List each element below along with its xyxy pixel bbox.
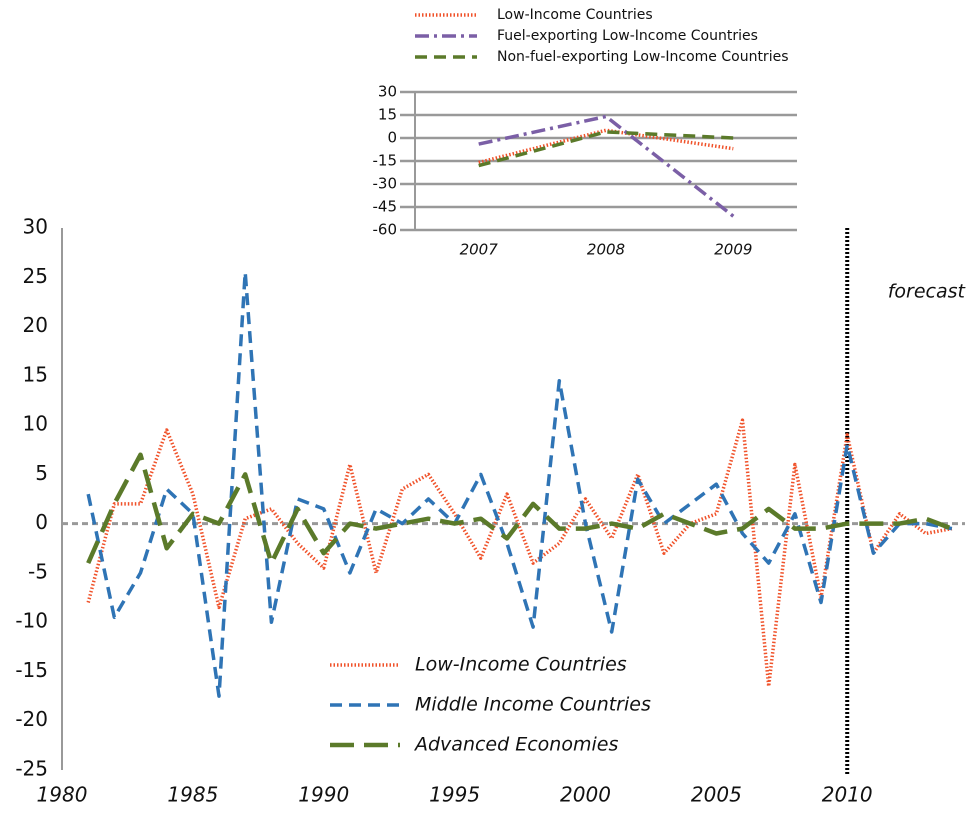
y-tick-label: -45 (373, 198, 398, 216)
series-line (86, 270, 953, 698)
legend-label: Middle Income Countries (415, 694, 651, 716)
x-tick-label: 2007 (460, 241, 499, 259)
legend-label: Low-Income Countries (497, 7, 653, 23)
y-tick-label: 30 (378, 83, 397, 101)
y-tick-label: -30 (373, 175, 398, 193)
legend-label: Fuel-exporting Low-Income Countries (497, 28, 758, 44)
y-tick-label: 20 (23, 313, 48, 337)
y-tick-label: 15 (378, 106, 397, 124)
y-tick-label: 25 (23, 264, 48, 288)
y-tick-label: -15 (373, 152, 398, 170)
y-tick-label: -20 (15, 707, 48, 731)
legend-label: Advanced Economies (413, 734, 618, 756)
series-line (86, 418, 953, 688)
y-tick-label: 5 (35, 461, 48, 485)
series-line (478, 128, 734, 165)
y-tick-label: 30 (23, 215, 48, 239)
annotation: forecast (888, 281, 967, 303)
legend-label: Non-fuel-exporting Low-Income Countries (497, 49, 788, 65)
y-tick-label: 0 (35, 510, 48, 534)
x-tick-label: 2000 (560, 783, 611, 807)
series-line (478, 130, 734, 168)
x-tick-label: 1980 (37, 783, 88, 807)
x-tick-label: 1985 (167, 783, 218, 807)
x-tick-label: 1995 (429, 783, 480, 807)
series-line (478, 114, 735, 218)
y-tick-label: -25 (15, 757, 48, 781)
y-tick-label: -60 (373, 221, 398, 239)
legend-label: Low-Income Countries (415, 654, 627, 676)
x-tick-label: 2005 (691, 783, 742, 807)
x-tick-label: 2008 (587, 241, 625, 259)
series-line (86, 452, 953, 566)
y-tick-label: 15 (23, 362, 48, 386)
x-tick-label: 2010 (822, 783, 873, 807)
x-tick-label: 2009 (714, 241, 752, 259)
y-tick-label: -15 (15, 658, 48, 682)
x-tick-label: 1990 (298, 783, 349, 807)
y-tick-label: 0 (387, 129, 397, 147)
y-tick-label: -10 (15, 609, 48, 633)
y-tick-label: -5 (28, 559, 48, 583)
y-tick-label: 10 (23, 412, 48, 436)
